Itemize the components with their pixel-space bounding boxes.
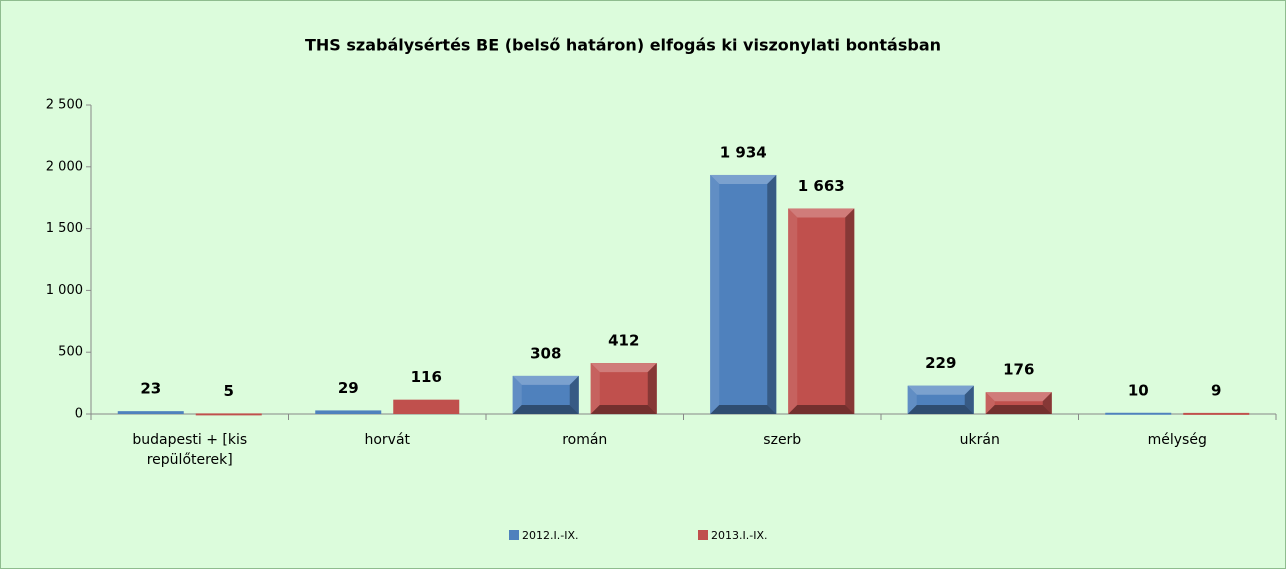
x-tick-label: szerb <box>763 432 802 448</box>
legend-label: 2012.I.-IX. <box>522 529 578 542</box>
bar-bevel-bottom <box>985 405 1052 414</box>
bar-bevel-right <box>1042 392 1052 414</box>
bar <box>195 413 262 416</box>
bar-bevel-left <box>590 363 600 414</box>
y-tick-label: 0 <box>75 407 83 422</box>
data-label: 412 <box>608 332 639 350</box>
data-label: 23 <box>140 380 161 398</box>
data-label: 308 <box>530 344 561 362</box>
bar-bevel-right <box>767 174 777 414</box>
bar-bevel-left <box>710 174 720 414</box>
bar <box>393 399 460 414</box>
x-tick-label: ukrán <box>959 432 1000 448</box>
bar-bevel-bottom <box>590 405 657 414</box>
data-label: 10 <box>1128 381 1149 399</box>
bar-bevel-right <box>569 375 579 414</box>
y-tick-label: 1 000 <box>46 283 83 298</box>
x-tick-label: mélység <box>1147 432 1207 448</box>
y-tick-label: 1 500 <box>46 221 83 236</box>
bar-bevel-top <box>512 375 579 385</box>
x-tick-label: horvát <box>364 432 411 448</box>
bar <box>710 174 777 414</box>
bar <box>117 411 184 414</box>
legend-swatch <box>698 530 708 540</box>
bar-bevel-left <box>985 392 995 414</box>
bar-bevel-bottom <box>788 405 855 414</box>
bar-bevel-top <box>907 385 974 395</box>
bar-bevel-left <box>788 208 798 414</box>
bar <box>788 208 855 414</box>
data-label: 176 <box>1003 361 1034 379</box>
y-tick-label: 500 <box>58 345 83 360</box>
bar-bevel-top <box>788 208 855 218</box>
bar-bevel-bottom <box>512 405 579 414</box>
data-label: 1 663 <box>798 177 845 195</box>
bar <box>1105 412 1172 415</box>
legend-label: 2013.I.-IX. <box>711 529 767 542</box>
x-tick-label: budapesti + [kis repülőterek] <box>132 432 248 468</box>
bar-bevel-right <box>845 208 855 414</box>
data-label: 229 <box>925 354 956 372</box>
y-tick-label: 2 000 <box>46 159 83 174</box>
bar-bevel-bottom <box>907 405 974 414</box>
data-label: 29 <box>338 379 359 397</box>
bar-bevel-left <box>512 375 522 414</box>
y-tick-label: 2 500 <box>46 98 83 113</box>
data-label: 1 934 <box>720 143 767 161</box>
bar <box>315 410 382 414</box>
bar-bevel-top <box>985 392 1052 402</box>
data-label: 116 <box>411 368 442 386</box>
bar-bevel-right <box>964 385 974 414</box>
legend-swatch <box>509 530 519 540</box>
bar-bevel-right <box>647 363 657 414</box>
bar-bevel-top <box>590 363 657 373</box>
bar-bevel-left <box>907 385 917 414</box>
chart-title: THS szabálysértés BE (belső határon) elf… <box>305 36 941 55</box>
bar-bevel-bottom <box>710 405 777 414</box>
x-tick-label: román <box>562 432 608 448</box>
data-label: 5 <box>224 382 234 400</box>
bar-bevel-top <box>710 174 777 184</box>
data-label: 9 <box>1211 381 1221 399</box>
bar <box>1183 412 1250 415</box>
